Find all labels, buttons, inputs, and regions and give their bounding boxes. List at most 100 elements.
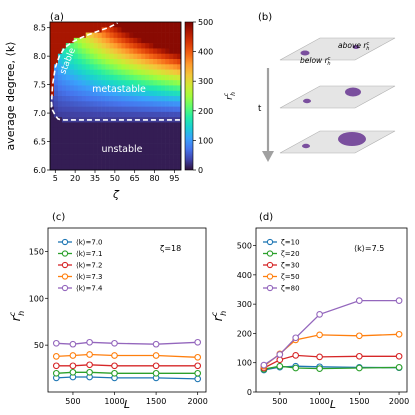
heatmap-cell bbox=[73, 32, 79, 39]
heatmap-cell bbox=[53, 159, 59, 166]
heatmap-cell bbox=[57, 43, 63, 49]
heatmap-cell bbox=[161, 127, 166, 134]
heatmap-cell bbox=[97, 85, 102, 92]
heatmap-cell bbox=[101, 159, 106, 166]
heatmap-cell bbox=[161, 164, 166, 171]
heatmap-cell bbox=[105, 53, 110, 60]
heatmap-cell bbox=[117, 164, 122, 171]
heatmap-cell bbox=[177, 48, 182, 55]
heatmap-cell bbox=[77, 133, 83, 139]
colorbar-tick-label: 0 bbox=[198, 166, 203, 175]
heatmap-cell bbox=[85, 85, 90, 92]
heatmap-cell bbox=[173, 111, 178, 118]
heatmap-cell bbox=[169, 122, 174, 129]
legend-entry: ζ=10 bbox=[281, 239, 300, 247]
heatmap-cell bbox=[173, 59, 178, 65]
heatmap-cell bbox=[93, 148, 98, 155]
heatmap-cell bbox=[121, 32, 126, 39]
heatmap-cell bbox=[157, 48, 162, 55]
series-line bbox=[56, 376, 198, 380]
heatmap-cell bbox=[81, 122, 87, 129]
heatmap-cell bbox=[109, 69, 114, 76]
heatmap-cell bbox=[105, 85, 110, 92]
heatmap-cell bbox=[73, 101, 79, 107]
heatmap-cell bbox=[93, 22, 98, 28]
x-tick-label: 2000 bbox=[389, 397, 409, 406]
heatmap-cell bbox=[165, 90, 170, 97]
heatmap-cell bbox=[61, 27, 67, 33]
heatmap-cell bbox=[121, 53, 126, 60]
heatmap-cell bbox=[97, 37, 102, 44]
heatmap-cell bbox=[133, 90, 138, 97]
heatmap-cell bbox=[93, 80, 98, 86]
heatmap-cell bbox=[89, 53, 94, 60]
heatmap-cell bbox=[149, 101, 154, 107]
heatmap-cell bbox=[137, 133, 142, 139]
heatmap-cell bbox=[117, 69, 122, 76]
heatmap-cell bbox=[97, 69, 102, 76]
heatmap-cell bbox=[61, 43, 67, 49]
heatmap-cell bbox=[105, 127, 110, 134]
heatmap-cell bbox=[161, 138, 166, 144]
heatmap-cell bbox=[137, 37, 142, 44]
heatmap-cell bbox=[89, 96, 94, 102]
heatmap-cell bbox=[101, 148, 106, 155]
heatmap-cell bbox=[117, 37, 122, 44]
heatmap-cell bbox=[85, 164, 90, 171]
heatmap-cell bbox=[125, 27, 130, 33]
heatmap-cell bbox=[137, 80, 142, 86]
heatmap-cell bbox=[117, 143, 122, 150]
heatmap-cell bbox=[157, 143, 162, 150]
heatmap-cell bbox=[109, 32, 114, 39]
heatmap-cell bbox=[141, 127, 146, 134]
x-tick-label: 1500 bbox=[349, 397, 369, 406]
heatmap-cell bbox=[53, 138, 59, 144]
heatmap-cell bbox=[129, 106, 134, 113]
legend-swatch-marker bbox=[266, 250, 274, 257]
heatmap-cell bbox=[69, 138, 75, 144]
colorbar-tick-label: 100 bbox=[198, 136, 213, 145]
heatmap-cell bbox=[145, 101, 150, 107]
heatmap-cell bbox=[125, 133, 130, 139]
heatmap-cell bbox=[113, 74, 118, 81]
data-point bbox=[194, 369, 202, 377]
heatmap-cell bbox=[89, 74, 94, 81]
heatmap-cell bbox=[57, 164, 63, 171]
heatmap-cell bbox=[177, 159, 182, 166]
heatmap-cell bbox=[105, 74, 110, 81]
heatmap-cell bbox=[53, 96, 59, 102]
heatmap-cell bbox=[121, 27, 126, 33]
heatmap-cell bbox=[113, 48, 118, 55]
heatmap-cell bbox=[133, 53, 138, 60]
heatmap-cell bbox=[105, 154, 110, 160]
heatmap-cell bbox=[121, 59, 126, 65]
heatmap-cell bbox=[125, 53, 130, 60]
heatmap-cell bbox=[169, 106, 174, 113]
heatmap-cell bbox=[97, 48, 102, 55]
heatmap-cell bbox=[109, 106, 114, 113]
heatmap-cell bbox=[89, 32, 94, 39]
heatmap-cell bbox=[109, 59, 114, 65]
heatmap-cell bbox=[117, 96, 122, 102]
heatmap-cell bbox=[161, 106, 166, 113]
heatmap-cell bbox=[161, 96, 166, 102]
heatmap-cell bbox=[145, 133, 150, 139]
data-point bbox=[395, 297, 403, 304]
y-tick-label: 400 bbox=[237, 271, 252, 280]
heatmap-cell bbox=[133, 80, 138, 86]
heatmap-cell bbox=[165, 138, 170, 144]
data-point bbox=[316, 331, 323, 339]
heatmap-cell bbox=[173, 148, 178, 155]
data-point bbox=[69, 340, 77, 348]
heatmap-cell bbox=[69, 53, 75, 60]
heatmap-cell bbox=[105, 69, 110, 76]
heatmap-cell bbox=[169, 164, 174, 171]
heatmap-cell bbox=[129, 85, 134, 92]
heatmap-cell bbox=[133, 96, 138, 102]
data-point bbox=[52, 339, 60, 347]
cluster-below-threshold bbox=[300, 50, 310, 56]
heatmap-cell bbox=[69, 101, 75, 107]
heatmap-cell bbox=[121, 111, 126, 118]
heatmap-cell bbox=[53, 164, 59, 171]
heatmap-cell bbox=[105, 80, 110, 86]
